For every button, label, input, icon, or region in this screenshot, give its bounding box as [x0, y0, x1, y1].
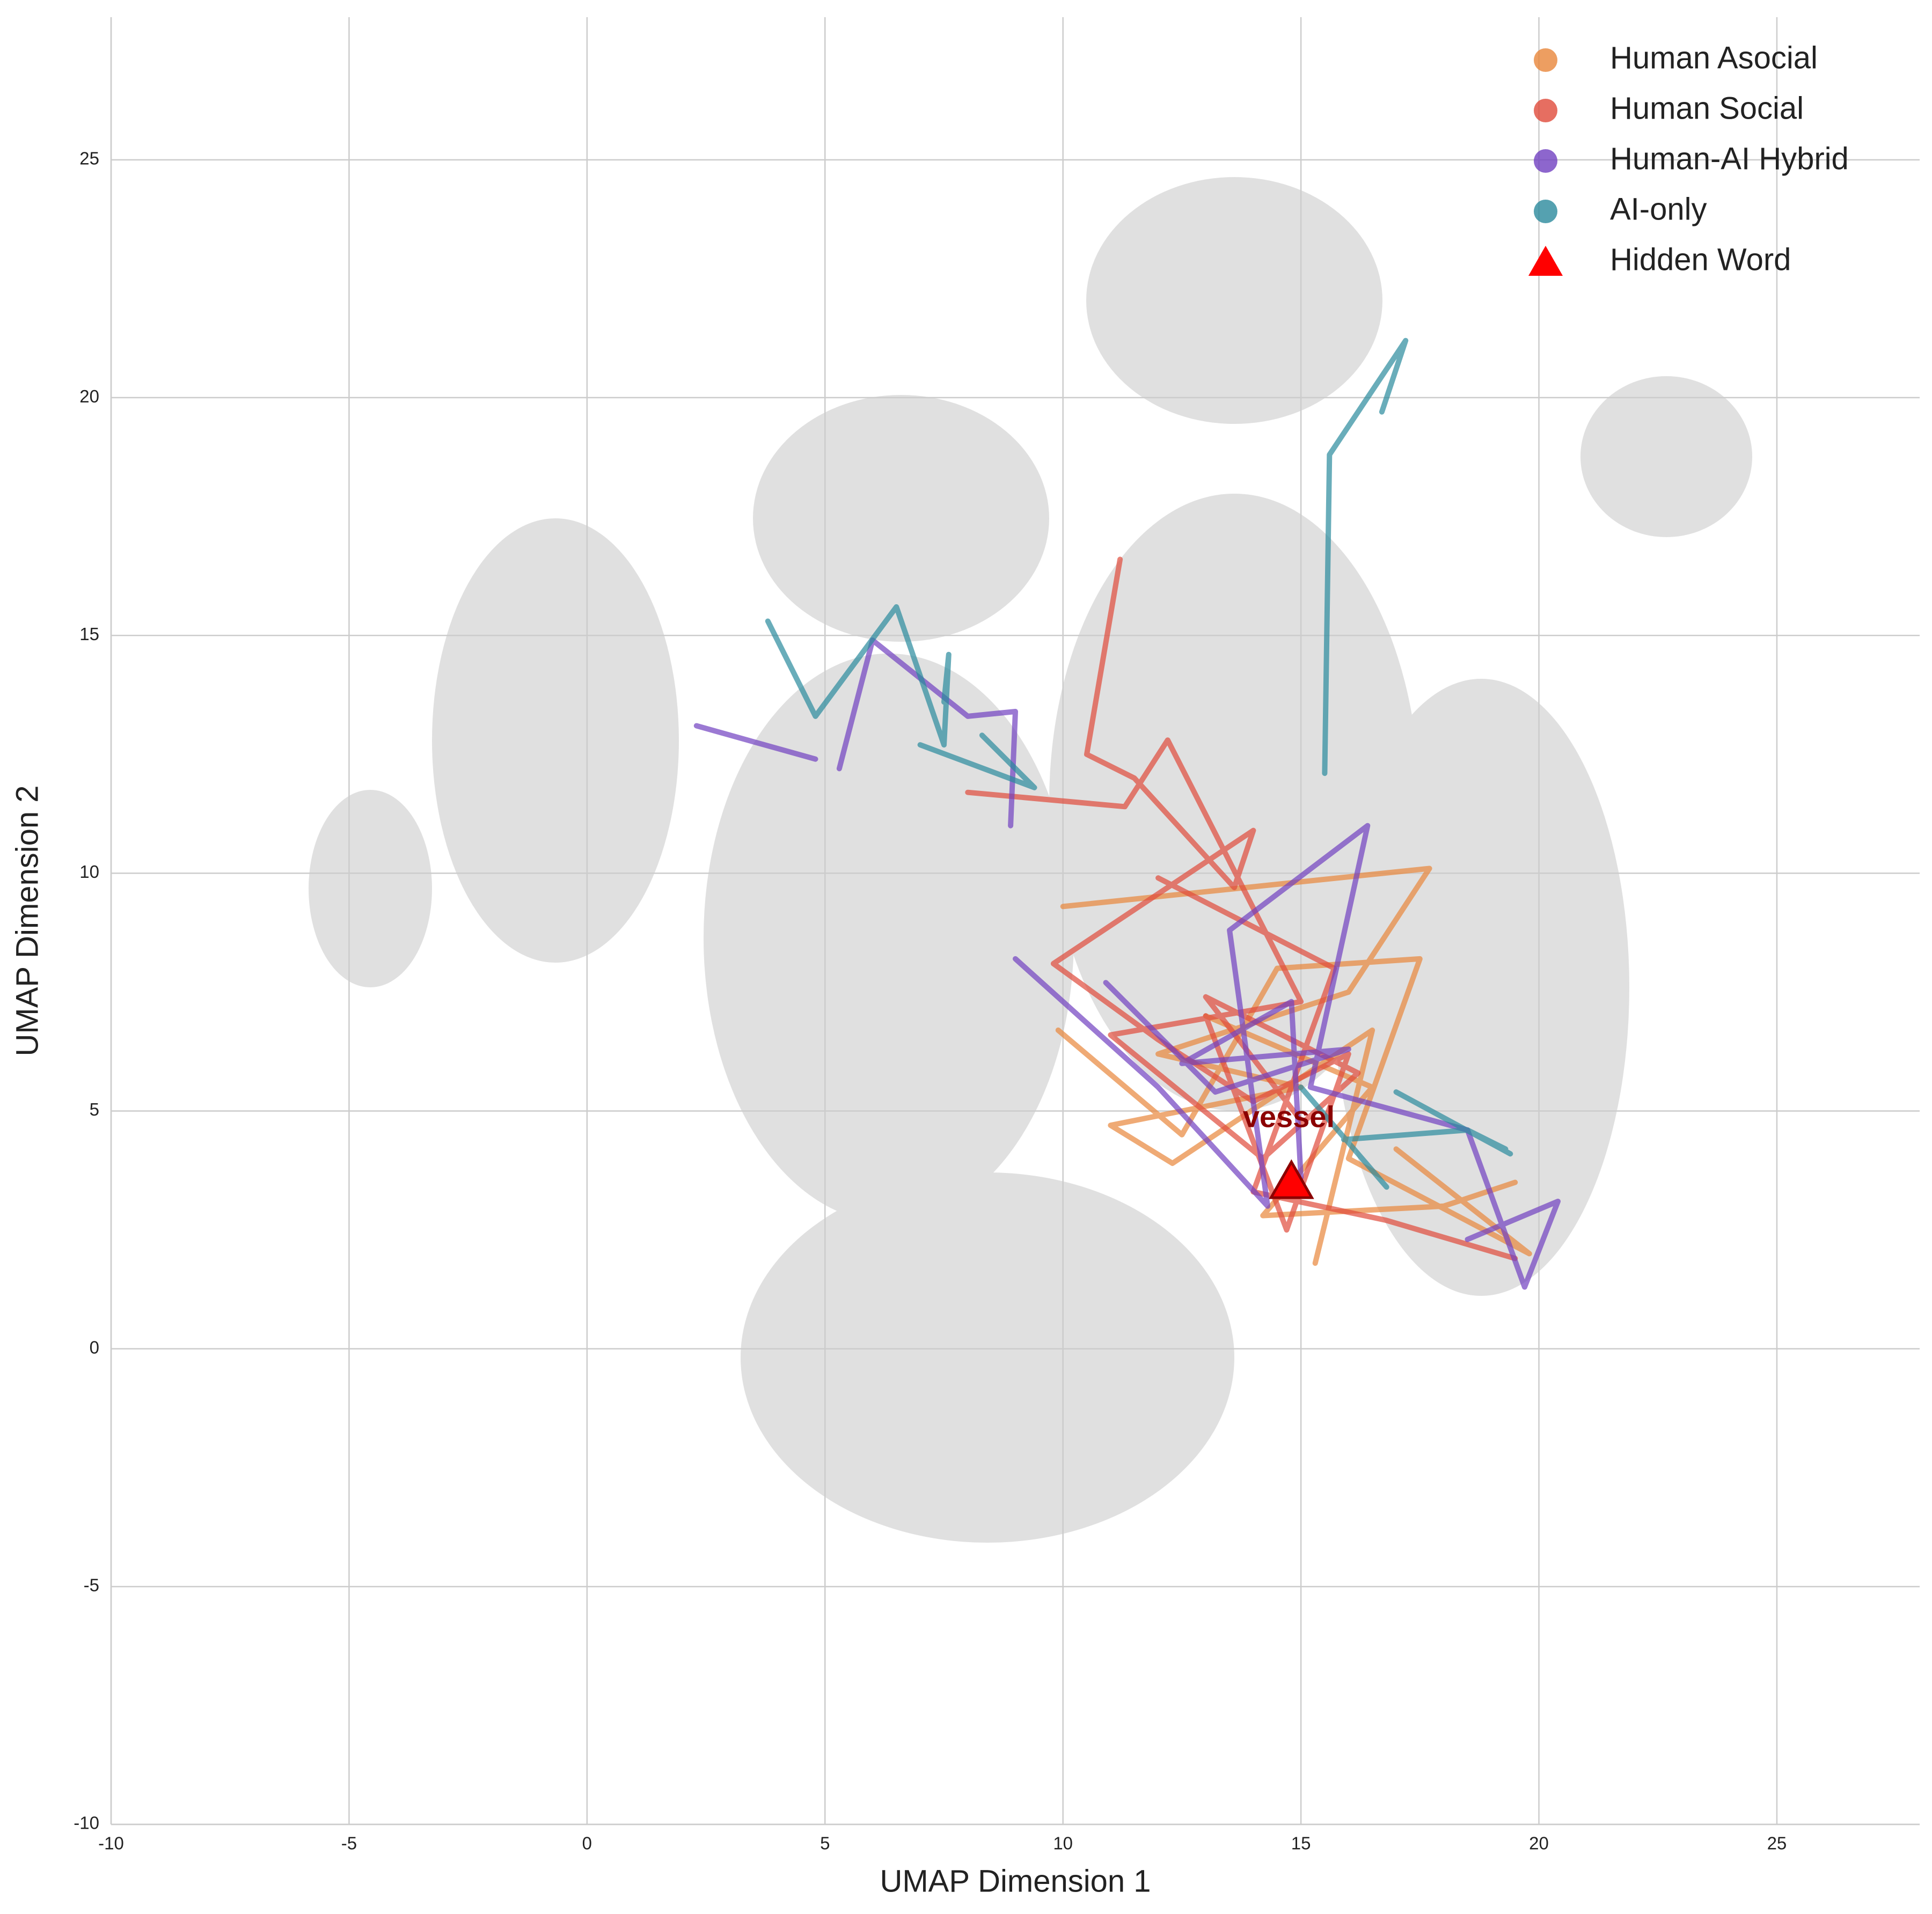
- x-tick-label: -5: [341, 1834, 357, 1853]
- cloud-blob: [741, 1172, 1234, 1543]
- x-tick-label: 15: [1291, 1834, 1311, 1853]
- cloud-blob: [1086, 177, 1382, 424]
- legend-label: Human Asocial: [1610, 40, 1818, 75]
- legend-marker: [1534, 48, 1557, 72]
- y-tick-label: -5: [84, 1575, 99, 1595]
- legend-label: Hidden Word: [1610, 242, 1791, 277]
- legend-label: Human Social: [1610, 91, 1804, 126]
- y-tick-label: 0: [90, 1337, 99, 1357]
- x-tick-label: 0: [582, 1834, 592, 1853]
- cloud-blob: [704, 654, 1074, 1222]
- legend-label: Human-AI Hybrid: [1610, 141, 1849, 176]
- trajectory-line: [765, 338, 1513, 1190]
- legend-marker: [1534, 200, 1557, 223]
- cloud-blob: [432, 518, 679, 963]
- trajectory-line: [693, 637, 1561, 1290]
- y-tick-label: 10: [79, 862, 99, 882]
- legend-marker: [1534, 99, 1557, 122]
- x-axis-label: UMAP Dimension 1: [880, 1864, 1151, 1898]
- y-tick-label: 25: [79, 149, 99, 168]
- legend-marker: [1528, 246, 1563, 276]
- x-tick-label: -10: [98, 1834, 124, 1853]
- x-tick-label: 25: [1767, 1834, 1787, 1853]
- legend-marker: [1534, 149, 1557, 173]
- legend-label: AI-only: [1610, 192, 1707, 226]
- y-tick-label: 5: [90, 1099, 99, 1119]
- x-tick-label: 20: [1529, 1834, 1549, 1853]
- x-tick-label: 10: [1053, 1834, 1073, 1853]
- y-tick-label: -10: [74, 1813, 99, 1833]
- hidden-word-marker: [1269, 1159, 1314, 1199]
- hidden-word-label: vessel: [1243, 1099, 1335, 1133]
- y-tick-label: 15: [79, 624, 99, 644]
- y-axis-label: UMAP Dimension 2: [10, 785, 45, 1056]
- x-tick-label: 5: [820, 1834, 830, 1853]
- y-tick-label: 20: [79, 386, 99, 406]
- cloud-blob: [1580, 376, 1752, 537]
- cloud-blob: [753, 395, 1049, 642]
- cloud-blob: [309, 790, 432, 987]
